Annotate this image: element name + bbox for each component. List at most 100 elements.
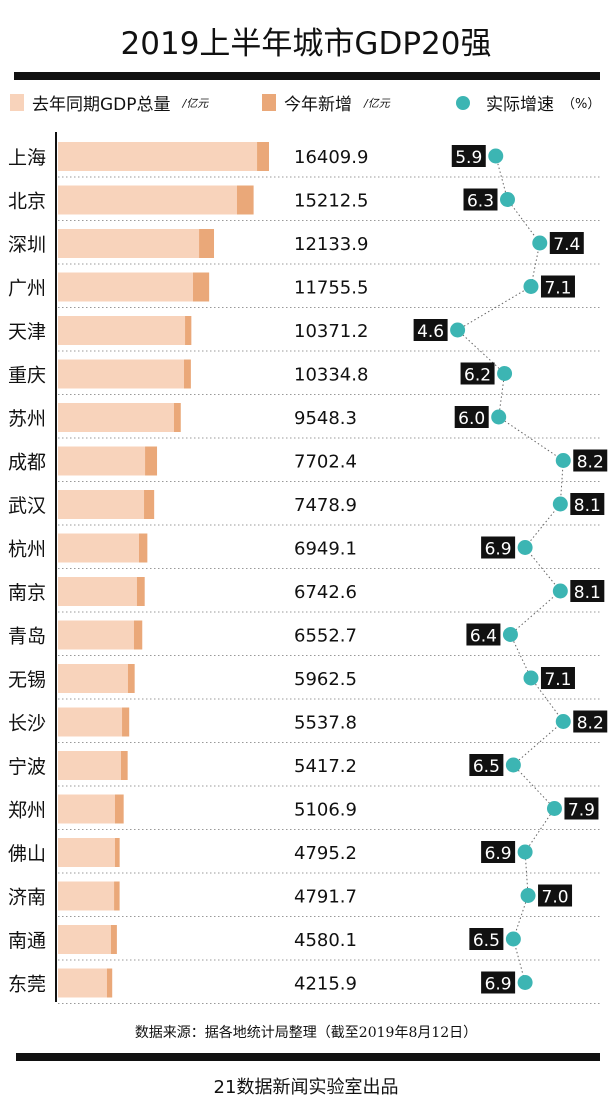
growth-label: 6.9 [485, 540, 512, 560]
city-label: 苏州 [8, 408, 46, 430]
bar-new-added [199, 229, 215, 258]
growth-dot [505, 757, 521, 773]
growth-dot [517, 975, 533, 990]
city-label: 成都 [8, 452, 46, 474]
growth-label: 5.9 [455, 148, 482, 168]
city-label: 上海 [8, 147, 46, 169]
city-label: 宁波 [8, 756, 46, 778]
bar-last-year [58, 316, 186, 345]
bar-last-year [58, 881, 115, 911]
growth-label: 7.0 [542, 888, 569, 908]
bottom-divider [16, 1053, 600, 1061]
growth-label-box [466, 623, 501, 646]
bar-last-year [58, 925, 111, 954]
city-label: 广州 [8, 278, 46, 300]
growth-label-box [481, 841, 516, 863]
city-label: 济南 [8, 887, 46, 909]
bar-new-added [133, 620, 143, 650]
gdp-value: 6949.1 [294, 539, 357, 560]
growth-label: 6.5 [473, 757, 500, 777]
legend: 去年同期GDP总量/亿元 今年新增/亿元 实际增速 （%） [10, 90, 610, 116]
gdp-value: 9548.3 [294, 408, 357, 429]
city-label: 青岛 [8, 626, 46, 648]
growth-label: 6.5 [473, 931, 500, 951]
growth-label-box [573, 710, 608, 733]
growth-dot [450, 322, 466, 338]
growth-dot [523, 279, 539, 294]
bar-new-added [145, 446, 158, 476]
growth-label-box [463, 188, 498, 211]
growth-label: 6.3 [467, 192, 494, 212]
bar-new-added [114, 881, 120, 911]
bar-last-year [58, 272, 194, 302]
growth-dot [505, 931, 521, 947]
growth-label: 7.1 [544, 279, 571, 299]
growth-label: 6.0 [458, 409, 485, 429]
legend-swatch-new [262, 94, 276, 111]
legend-label: 今年新增 [284, 95, 352, 115]
growth-label: 8.2 [577, 714, 604, 734]
gdp-value: 6552.7 [294, 626, 357, 647]
bar-last-year [58, 142, 258, 171]
gdp-value: 7702.4 [294, 452, 357, 473]
city-label: 武汉 [8, 495, 46, 517]
growth-label: 6.2 [464, 366, 491, 386]
bar-last-year [58, 707, 123, 737]
growth-dot [488, 148, 504, 164]
bar-last-year [58, 620, 134, 650]
growth-label: 7.9 [568, 801, 595, 821]
gdp-value: 10334.8 [294, 365, 368, 386]
growth-label: 6.9 [485, 975, 512, 995]
legend-unit: （%） [562, 97, 601, 112]
bar-last-year [58, 403, 174, 432]
growth-label-box [549, 232, 584, 254]
gdp-value: 15212.5 [294, 191, 368, 212]
bar-last-year [58, 185, 237, 215]
bar-new-added [114, 794, 124, 824]
growth-label-box [454, 406, 489, 428]
growth-connector [456, 155, 564, 983]
bar-new-added [110, 925, 117, 954]
bar-new-added [173, 403, 181, 432]
gdp-value: 4791.7 [294, 887, 357, 908]
city-label: 无锡 [8, 669, 46, 691]
bar-new-added [144, 490, 155, 519]
bar-new-added [122, 707, 130, 737]
growth-dot [555, 714, 571, 729]
bar-new-added [114, 838, 120, 867]
growth-label: 8.1 [574, 583, 601, 603]
city-label: 南京 [8, 582, 46, 604]
gdp-value: 5537.8 [294, 713, 357, 734]
growth-label-box [481, 536, 516, 559]
legend-last-year: 去年同期GDP总量/亿元 [10, 90, 208, 115]
growth-dot [546, 801, 562, 816]
gdp-value: 11755.5 [294, 278, 368, 299]
gdp-value: 10371.2 [294, 321, 368, 342]
gdp-value: 7478.9 [294, 495, 357, 516]
growth-label-box [451, 145, 486, 167]
growth-label: 7.1 [544, 670, 571, 690]
growth-label: 4.6 [417, 322, 444, 342]
growth-label-box [469, 754, 504, 776]
gdp-value: 4795.2 [294, 843, 357, 864]
growth-dot [552, 583, 568, 599]
bar-new-added [106, 968, 113, 998]
legend-unit: /亿元 [182, 96, 209, 110]
bar-last-year [58, 533, 140, 563]
city-label: 杭州 [8, 539, 46, 561]
bar-last-year [58, 229, 200, 258]
growth-label: 6.4 [470, 627, 497, 647]
top-divider [14, 72, 600, 80]
gdp-value: 5417.2 [294, 756, 357, 777]
gdp-value: 4580.1 [294, 930, 357, 951]
growth-dot [497, 366, 513, 381]
growth-label: 8.2 [577, 453, 604, 473]
bar-new-added [139, 533, 148, 563]
legend-label: 实际增速 [486, 95, 554, 115]
legend-unit: /亿元 [364, 96, 390, 110]
growth-dot [517, 844, 533, 860]
growth-dot [532, 235, 548, 251]
bar-last-year [58, 446, 146, 476]
bar-last-year [58, 577, 137, 606]
